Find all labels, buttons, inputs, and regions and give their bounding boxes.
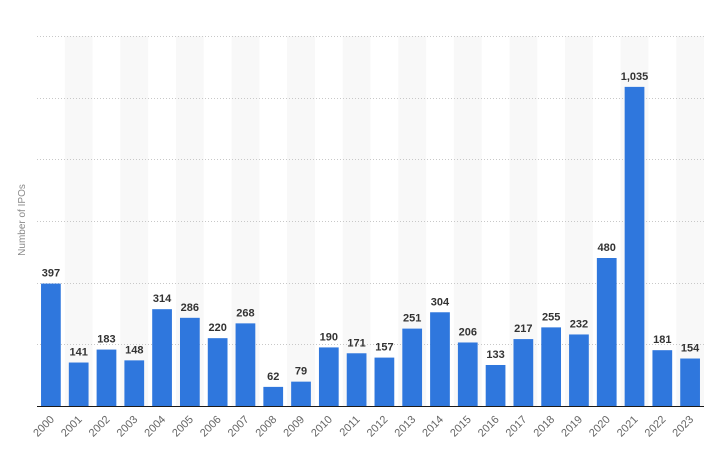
bars [41,86,700,406]
bar-2015 [457,342,478,406]
bar-2012 [374,357,395,406]
x-tick-2013: 2013 [393,414,419,440]
bar-2011 [346,353,367,406]
bar-2008 [263,386,284,406]
value-label-2016: 133 [486,349,504,361]
value-label-2006: 220 [208,322,226,334]
x-tick-2008: 2008 [254,414,280,440]
value-label-2002: 183 [97,334,115,346]
bar-2006 [207,338,228,406]
bar-2013 [402,328,423,406]
x-tick-2022: 2022 [643,414,669,440]
bar-2010 [318,347,339,406]
value-label-2022: 181 [653,334,671,346]
value-label-2011: 171 [347,337,365,349]
value-label-2018: 255 [542,311,560,323]
bar-2009 [291,381,311,406]
value-label-2010: 190 [320,331,338,343]
x-tick-2023: 2023 [670,414,696,440]
x-tick-2001: 2001 [59,414,85,440]
value-label-2015: 206 [459,326,477,338]
x-tick-2010: 2010 [309,414,335,440]
value-label-2003: 148 [125,344,143,356]
x-tick-2017: 2017 [504,414,530,440]
bar-2001 [68,362,89,406]
y-axis-label: Number of IPOs [17,184,28,256]
x-tick-2003: 2003 [115,414,141,440]
gridlines [37,36,704,345]
value-label-2014: 304 [431,296,450,308]
bar-2003 [124,360,145,406]
bar-2005 [179,317,200,406]
x-tick-2019: 2019 [559,414,585,440]
value-label-2021: 1,035 [621,71,649,83]
value-label-2017: 217 [514,323,532,335]
x-tick-labels: 2000 2001 2002 2003 2004 2005 2006 2007 2008 2009… [31,414,696,440]
bar-2023 [680,358,700,406]
x-tick-2018: 2018 [531,414,557,440]
value-label-2012: 157 [375,342,393,354]
value-label-2001: 141 [70,347,88,359]
bar-2014 [430,312,450,406]
x-tick-2007: 2007 [226,414,252,440]
x-tick-2000: 2000 [31,414,57,440]
x-tick-2002: 2002 [87,414,113,440]
value-label-2009: 79 [295,366,307,378]
x-tick-2006: 2006 [198,414,224,440]
value-label-2007: 268 [236,307,254,319]
x-tick-2009: 2009 [281,414,307,440]
value-labels: 397 141 183 148 314 286 220 268 62 79 190 171 157 251… [42,71,700,383]
bar-2007 [235,323,256,406]
column-band [342,36,371,406]
bar-2019 [569,334,589,406]
value-label-2005: 286 [181,302,199,314]
column-band [676,36,704,406]
x-tick-2015: 2015 [448,414,474,440]
value-label-2019: 232 [570,318,588,330]
x-tick-2014: 2014 [420,414,446,440]
bar-2021 [624,86,645,406]
column-band [64,36,93,406]
bar-2004 [152,309,172,406]
x-tick-2011: 2011 [338,414,363,439]
value-label-2013: 251 [403,313,421,325]
column-band [120,36,149,406]
x-tick-2005: 2005 [170,414,196,440]
bar-2000 [41,283,61,406]
value-label-2000: 397 [42,268,60,280]
bar-2018 [541,327,562,406]
value-label-2020: 480 [598,242,616,254]
value-label-2004: 314 [153,293,172,305]
x-tick-2016: 2016 [476,414,502,440]
x-tick-2012: 2012 [365,414,391,440]
x-tick-2021: 2021 [615,414,641,440]
bar-2020 [596,258,617,406]
bar-2016 [485,364,506,406]
bar-2017 [513,339,534,406]
x-tick-2020: 2020 [587,414,613,440]
x-tick-2004: 2004 [142,414,168,440]
value-label-2023: 154 [681,343,700,355]
value-label-2008: 62 [267,371,279,383]
bar-2022 [652,350,673,406]
bar-2002 [96,349,117,406]
